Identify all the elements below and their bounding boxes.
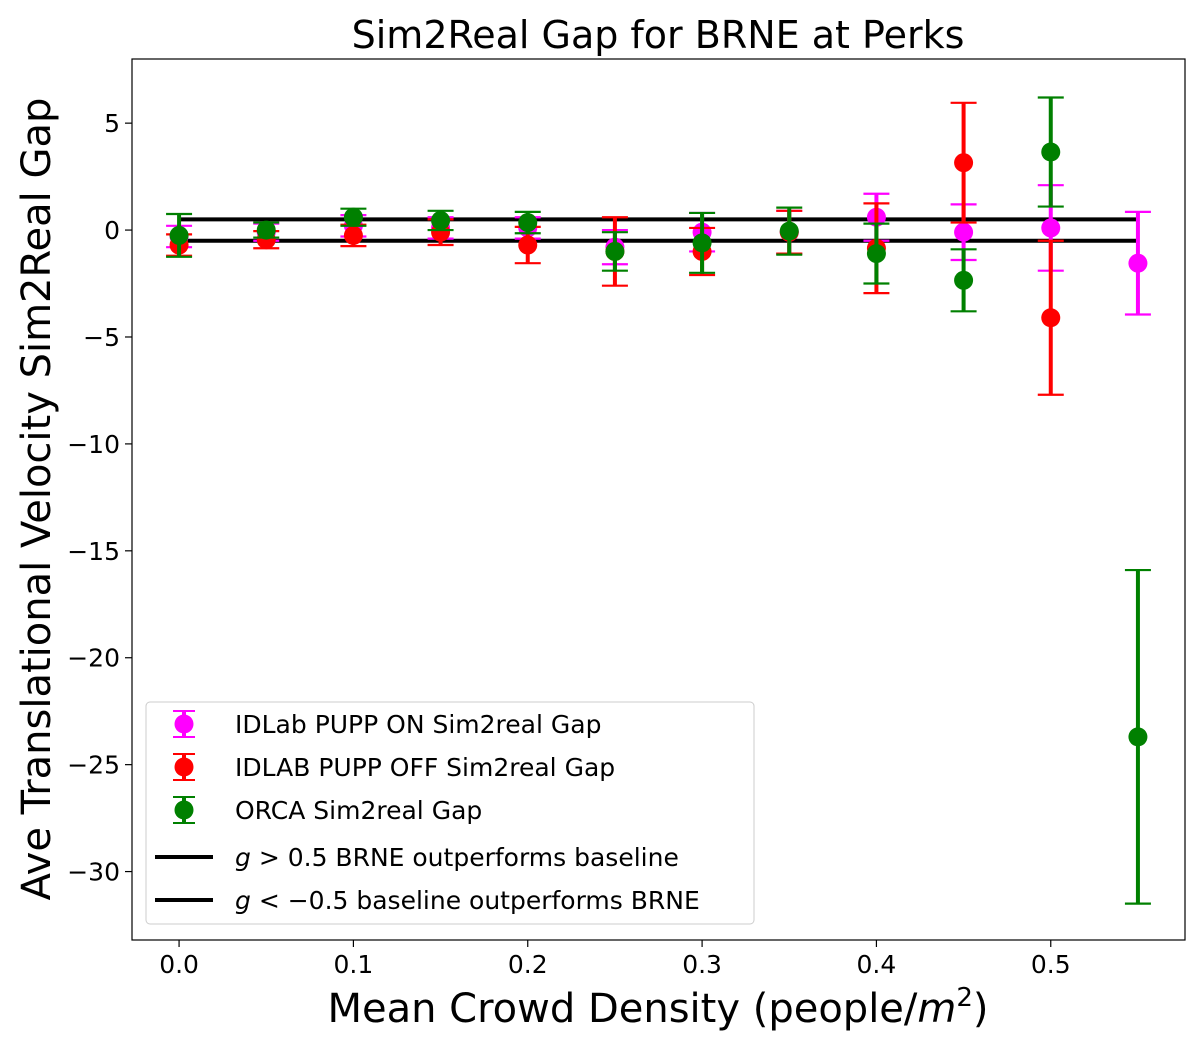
y-tick-label: −15 — [67, 537, 120, 566]
x-tick-label: 0.3 — [682, 950, 722, 979]
legend-label: g < −0.5 baseline outperforms BRNE — [235, 886, 700, 915]
axes-frame — [131, 58, 1186, 941]
legend-marker — [174, 800, 194, 820]
data-series — [166, 96, 1151, 905]
data-point — [866, 244, 886, 264]
y-tick-label: −30 — [67, 858, 120, 887]
legend-item: g > 0.5 BRNE outperforms baseline — [155, 843, 679, 872]
legend-label: IDLAB PUPP OFF Sim2real Gap — [235, 753, 615, 782]
data-point — [256, 220, 276, 240]
data-point — [779, 221, 799, 241]
data-point — [343, 207, 363, 227]
x-tick-label: 0.2 — [508, 950, 548, 979]
y-tick-label: −10 — [67, 430, 120, 459]
x-axis-unit: m — [917, 986, 956, 1032]
series-group — [166, 96, 1151, 905]
y-tick-label: 0 — [104, 216, 120, 245]
data-point — [518, 213, 538, 233]
data-point — [1128, 253, 1148, 273]
data-point — [169, 225, 189, 245]
y-tick-label: −25 — [67, 751, 120, 780]
x-tick-label: 0.0 — [159, 950, 199, 979]
x-axis-unit-exponent: 2 — [956, 983, 973, 1013]
legend-item: g < −0.5 baseline outperforms BRNE — [155, 886, 700, 915]
legend-marker — [174, 757, 194, 777]
plot-area — [131, 58, 1186, 941]
data-point — [343, 225, 363, 245]
legend-label: IDLab PUPP ON Sim2real Gap — [235, 710, 601, 739]
legend-box — [145, 701, 755, 925]
x-tick-label: 0.1 — [334, 950, 374, 979]
data-point — [1128, 727, 1148, 747]
chart-title: Sim2Real Gap for BRNE at Perks — [352, 13, 965, 57]
legend-label: g > 0.5 BRNE outperforms baseline — [235, 843, 679, 872]
data-point — [1041, 218, 1061, 238]
x-axis-ticks: 0.0 0.1 0.2 0.3 0.4 0.5 — [159, 940, 1071, 979]
legend-item: ORCA Sim2real Gap — [173, 796, 482, 825]
y-axis-label: Ave Translational Velocity Sim2Real Gap — [14, 98, 60, 901]
legend-item: IDLab PUPP ON Sim2real Gap — [173, 710, 601, 739]
x-axis-label-close: ) — [973, 986, 989, 1032]
y-axis-ticks: 5 0 −5 −10 −15 −20 −25 −30 — [67, 109, 132, 887]
reference-lines — [179, 217, 1138, 243]
series-group — [166, 184, 1151, 316]
data-point — [431, 210, 451, 230]
data-point — [954, 222, 974, 242]
y-tick-label: −20 — [67, 644, 120, 673]
legend-marker — [174, 714, 194, 734]
data-point — [692, 233, 712, 253]
y-tick-label: 5 — [104, 109, 120, 138]
legend: IDLab PUPP ON Sim2real Gap IDLAB PUPP OFF… — [145, 701, 755, 925]
data-point — [1041, 142, 1061, 162]
x-tick-label: 0.5 — [1031, 950, 1071, 979]
y-tick-label: −5 — [83, 323, 120, 352]
data-point — [518, 235, 538, 255]
x-tick-label: 0.4 — [857, 950, 897, 979]
legend-label: ORCA Sim2real Gap — [235, 796, 482, 825]
data-point — [605, 241, 625, 261]
data-point — [954, 153, 974, 173]
data-point — [954, 270, 974, 290]
legend-item: IDLAB PUPP OFF Sim2real Gap — [173, 753, 615, 782]
x-axis-label: Mean Crowd Density (people/m2) — [327, 983, 988, 1032]
data-point — [1041, 308, 1061, 328]
